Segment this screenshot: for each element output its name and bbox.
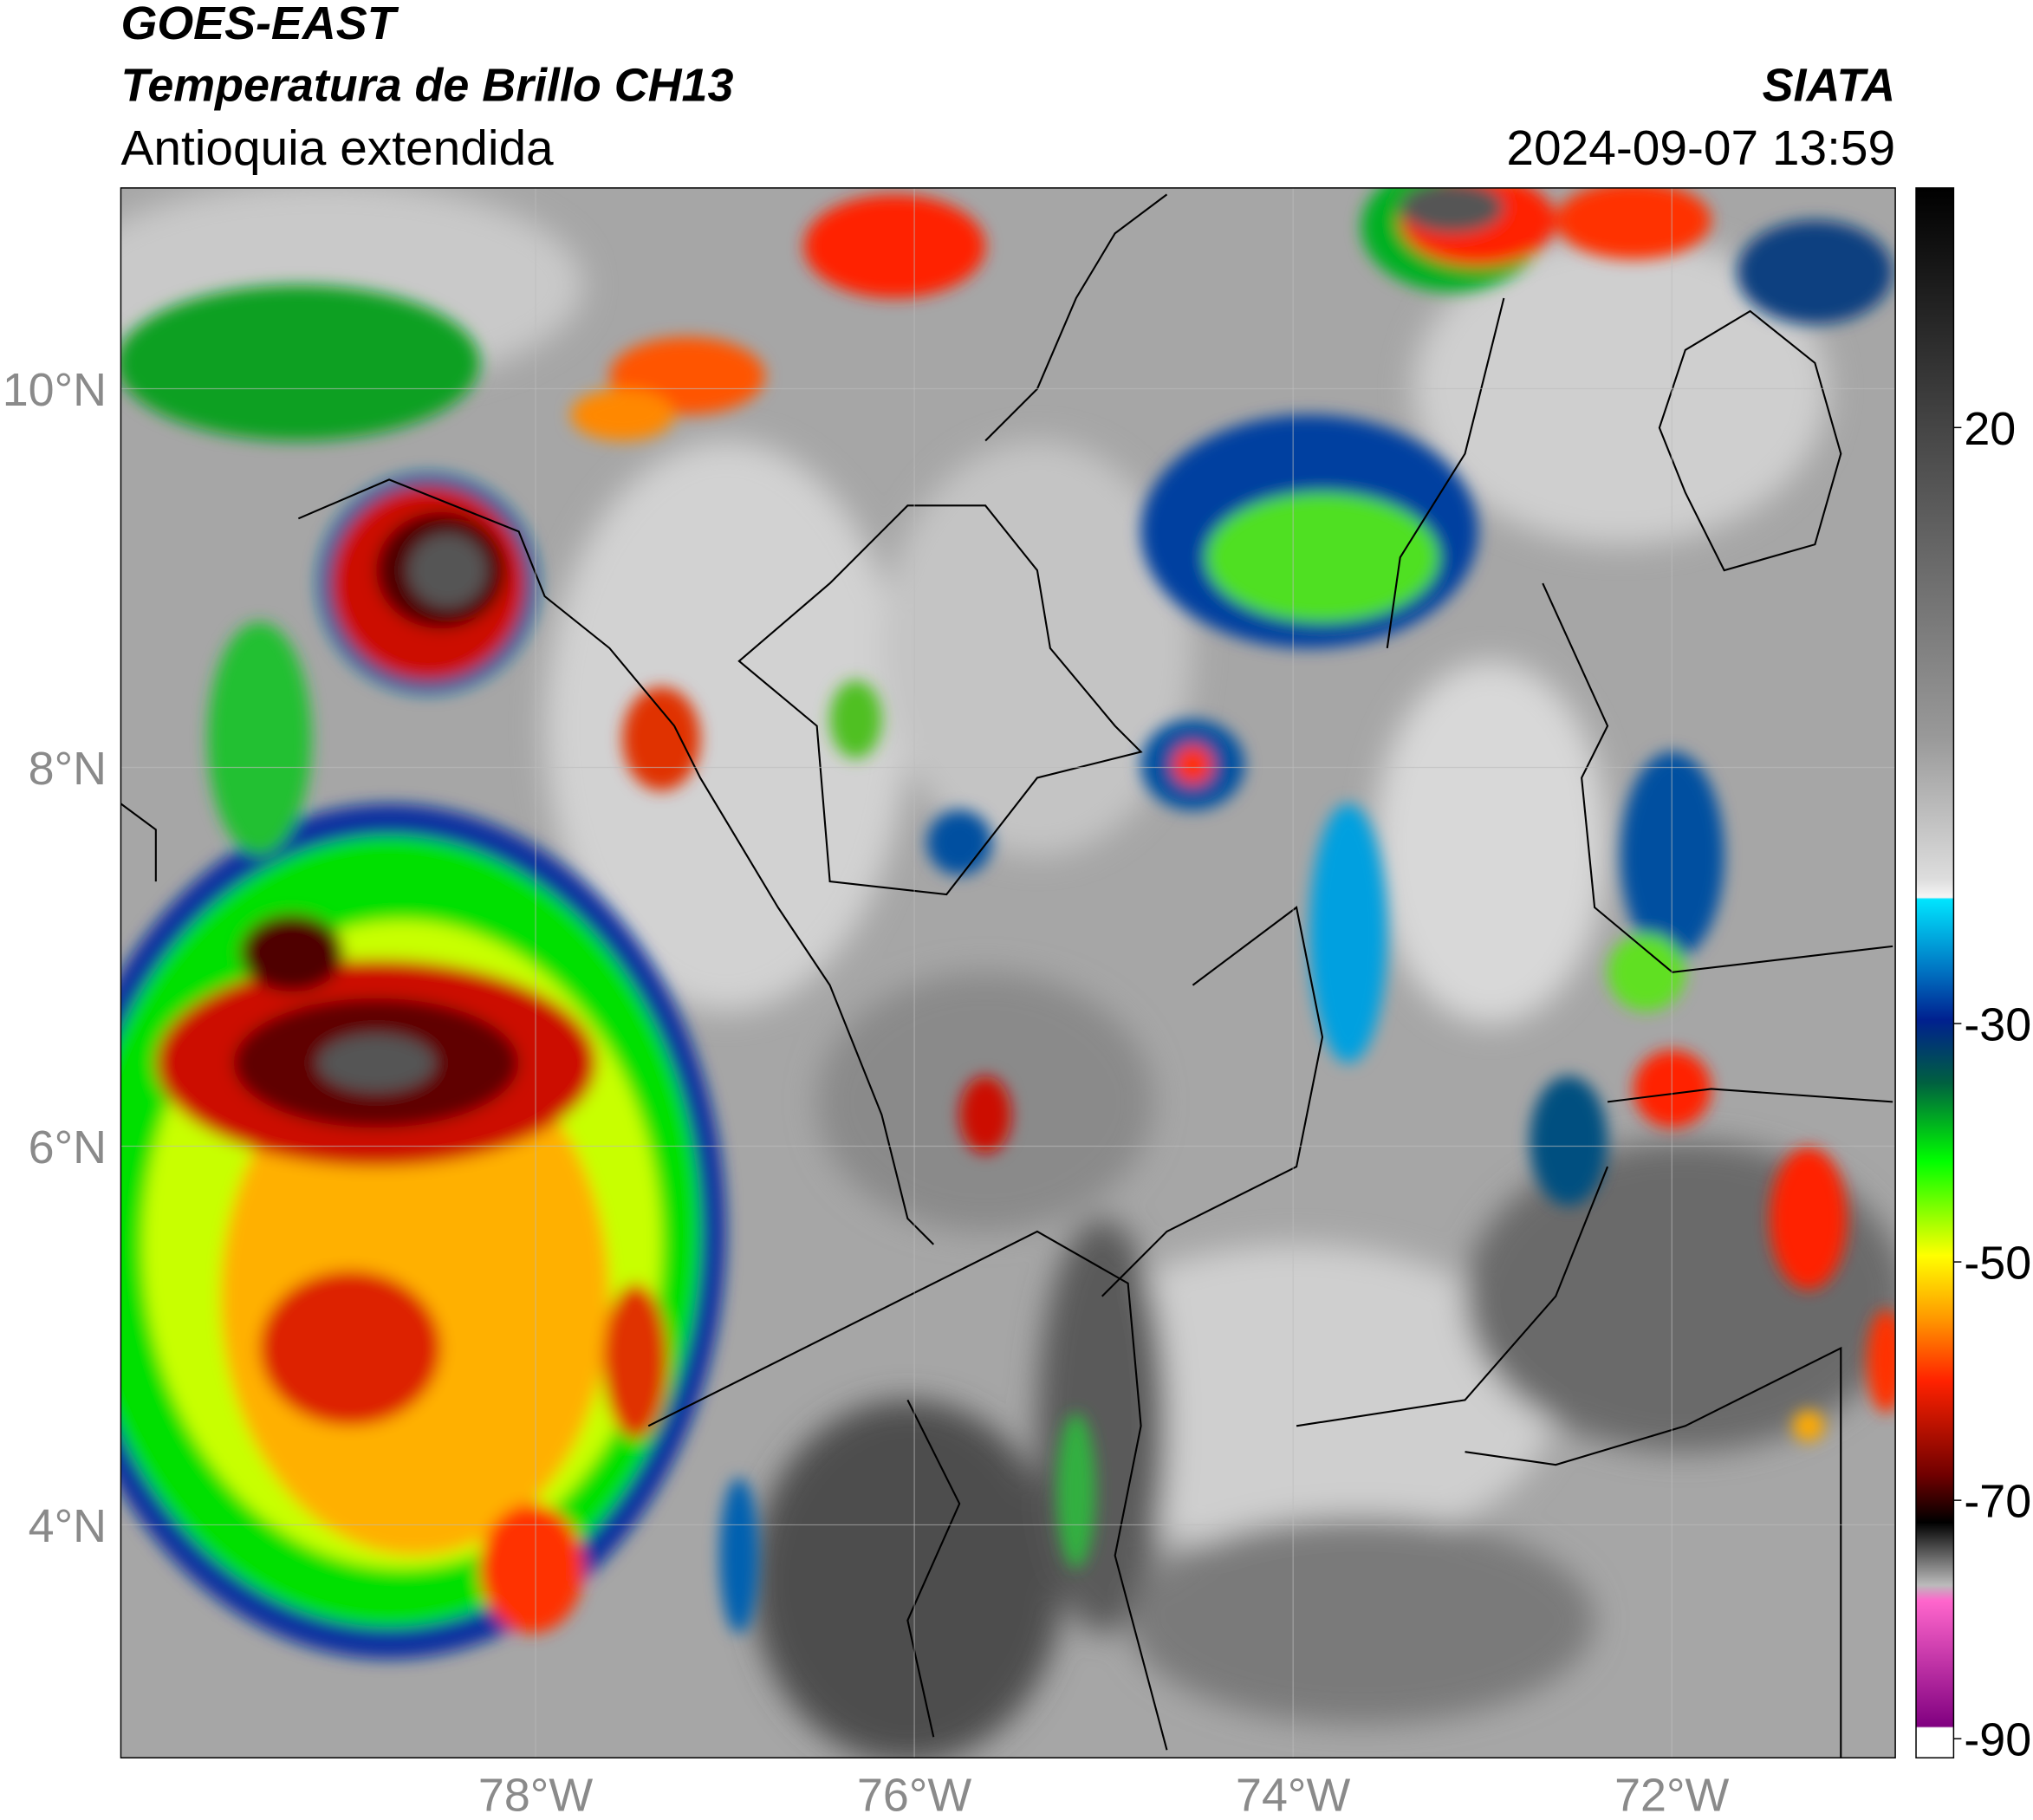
subtitle: Temperatura de Brillo CH13 xyxy=(120,60,733,112)
lat-tick-label: 8°N xyxy=(29,743,107,795)
lon-tick-label: 72°W xyxy=(1614,1770,1729,1820)
source: SIATA xyxy=(1763,60,1896,112)
map-frame xyxy=(120,187,1896,1758)
region: Antioquia extendida xyxy=(120,121,554,176)
colorbar-tick-label: 20 xyxy=(1964,403,2016,455)
lat-tick-label: 6°N xyxy=(29,1121,107,1173)
title: GOES-EAST xyxy=(120,0,399,49)
lat-tick-label: 10°N xyxy=(3,364,107,416)
satellite-image xyxy=(120,187,1896,1758)
datetime: 2024-09-07 13:59 xyxy=(1506,121,1895,176)
lon-tick-label: 76°W xyxy=(857,1770,971,1820)
colorbar xyxy=(1915,187,1955,1758)
lon-tick-label: 78°W xyxy=(478,1770,593,1820)
colorbar-tick-label: -90 xyxy=(1964,1714,2031,1766)
lat-tick-label: 4°N xyxy=(29,1500,107,1552)
graticule xyxy=(120,187,1896,1758)
colorbar-tick-label: -50 xyxy=(1964,1238,2031,1290)
colorbar-tick-label: -70 xyxy=(1964,1476,2031,1528)
colorbar-tick-label: -30 xyxy=(1964,998,2031,1050)
lon-tick-label: 74°W xyxy=(1236,1770,1350,1820)
